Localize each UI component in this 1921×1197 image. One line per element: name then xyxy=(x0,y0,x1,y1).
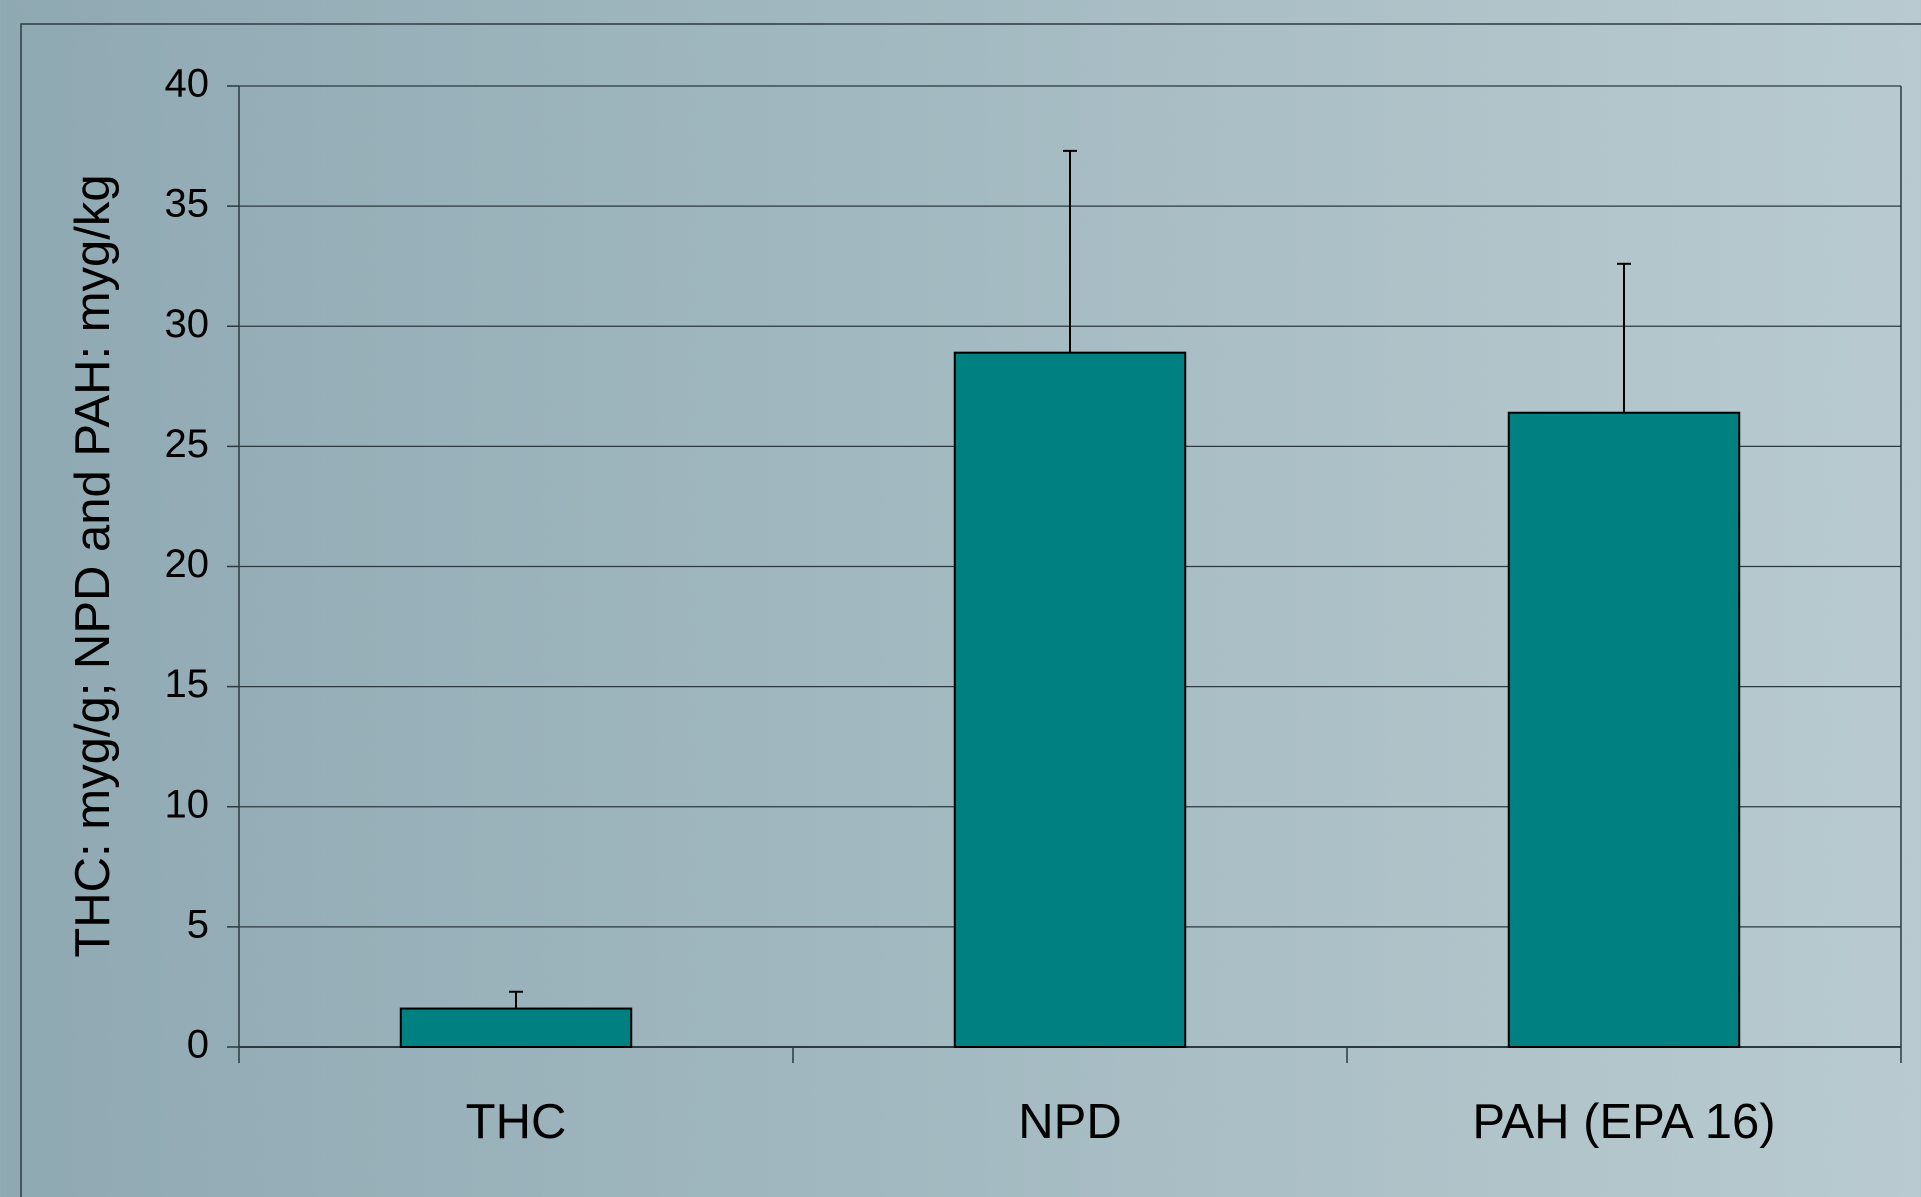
y-tick-label: 40 xyxy=(165,62,210,106)
y-tick-label: 30 xyxy=(165,302,210,346)
y-axis-label: THC: myg/g; NPD and PAH: myg/kg xyxy=(66,174,120,957)
chart-border xyxy=(20,23,1921,1197)
y-tick-label: 35 xyxy=(165,182,210,226)
y-tick-label: 10 xyxy=(165,782,210,826)
y-tick-label: 20 xyxy=(165,542,210,586)
y-tick-label: 0 xyxy=(187,1023,209,1067)
y-tick-label: 25 xyxy=(165,422,210,466)
bar xyxy=(1507,411,1741,1048)
y-tick-label: 15 xyxy=(165,662,210,706)
x-tick-label: NPD xyxy=(1018,1095,1121,1149)
x-tick-label: PAH (EPA 16) xyxy=(1472,1095,1775,1149)
x-tick-label: THC xyxy=(466,1095,567,1149)
bar xyxy=(953,351,1187,1048)
y-tick-label: 5 xyxy=(187,902,209,946)
bar xyxy=(399,1007,633,1048)
